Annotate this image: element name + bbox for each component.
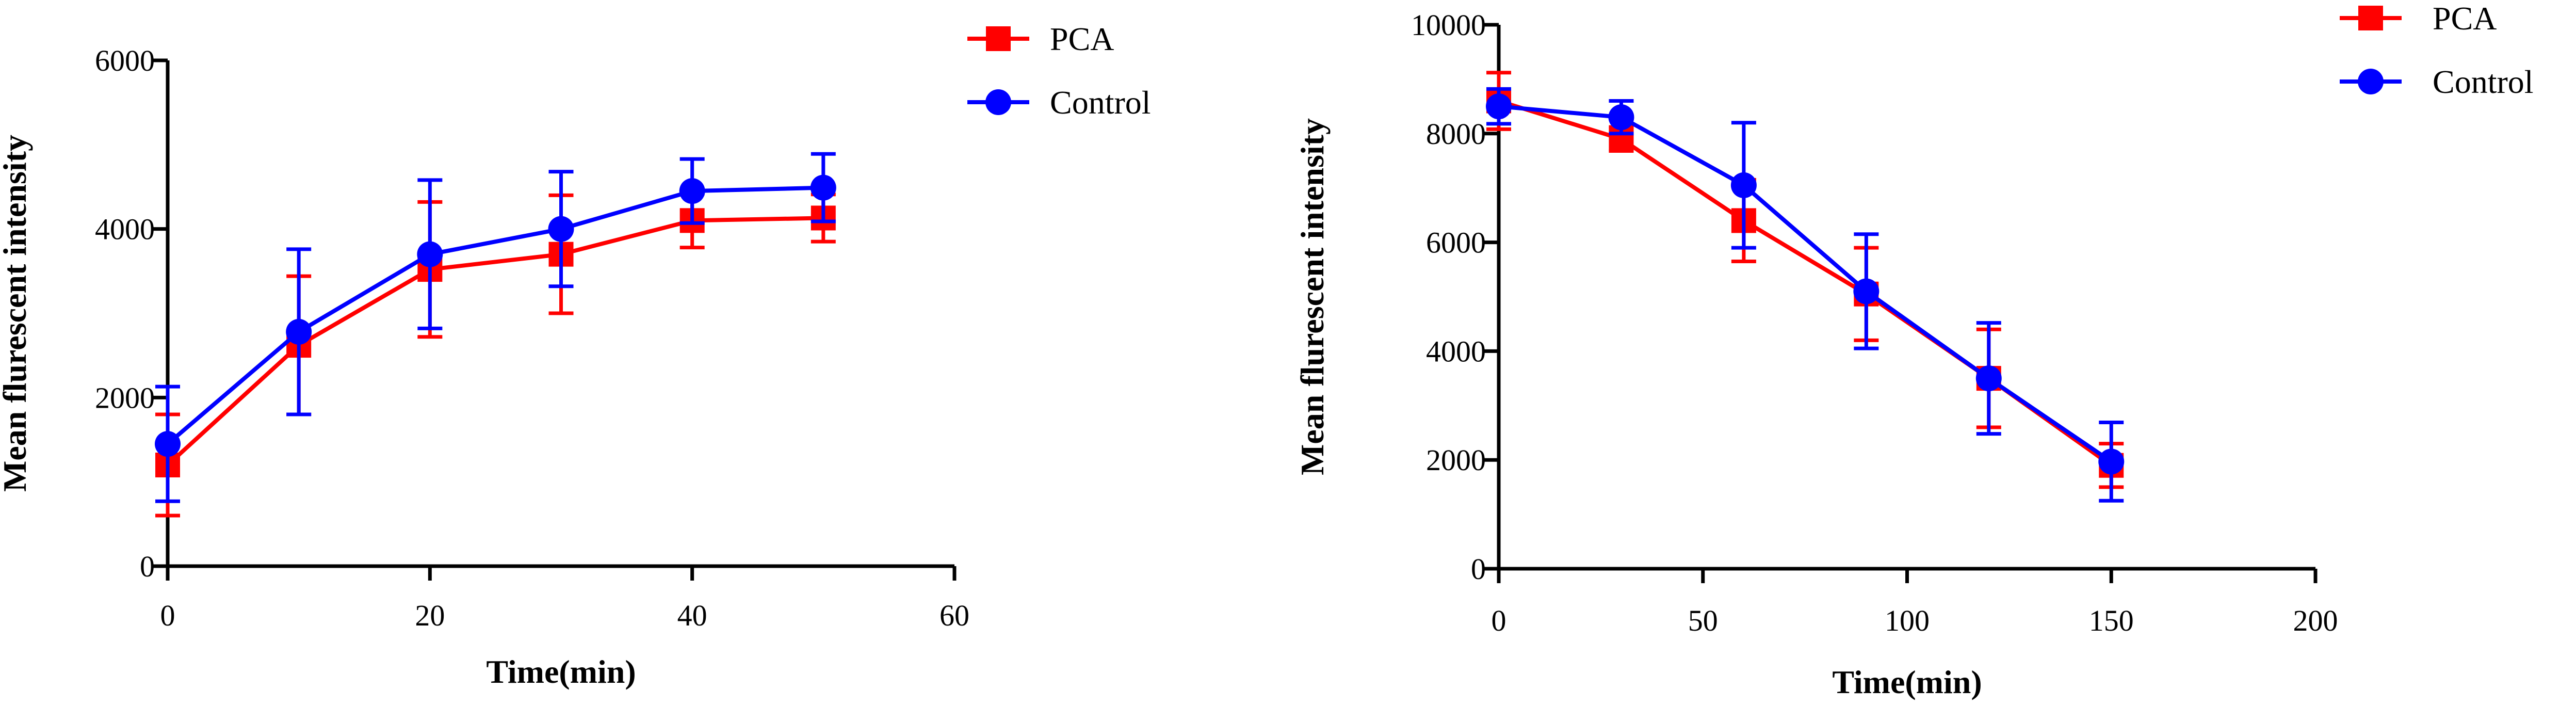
y-tick-label: 2000 — [1426, 443, 1486, 477]
series-line — [166, 216, 823, 467]
x-tick-label: 100 — [1885, 604, 1930, 637]
series-line — [1498, 104, 2113, 463]
legend-label: Control — [1050, 84, 1151, 121]
y-tick-label: 4000 — [1426, 334, 1486, 368]
legend-marker-circle — [2358, 69, 2384, 94]
data-point-circle — [1730, 172, 1757, 198]
y-tick-label: 4000 — [95, 213, 155, 246]
data-point-circle — [155, 431, 181, 457]
legend-item-pca: PCA — [967, 21, 1114, 57]
x-tick-label: 50 — [1688, 604, 1718, 637]
x-axis-label: Time(min) — [1832, 664, 1982, 700]
series-pca — [1486, 71, 2124, 489]
x-tick-label: 0 — [160, 599, 175, 632]
data-point-circle — [548, 216, 574, 242]
x-tick-label: 20 — [415, 599, 445, 632]
x-tick-label: 40 — [677, 599, 707, 632]
data-point-circle — [810, 174, 836, 201]
series-line — [1498, 99, 2113, 468]
data-point-circle — [1975, 365, 2002, 392]
x-tick-label: 60 — [939, 599, 969, 632]
legend-label: PCA — [1050, 21, 1114, 57]
y-axis-label: Mean flurescent intensity — [1294, 118, 1331, 475]
data-point-circle — [286, 318, 312, 345]
y-tick-label: 6000 — [1426, 226, 1486, 260]
y-tick-label: 0 — [140, 550, 155, 583]
legend-marker-square — [986, 26, 1011, 51]
legend-marker-square — [2358, 6, 2383, 30]
legend-label: PCA — [2433, 0, 2497, 37]
legend-item-control: Control — [2340, 63, 2534, 100]
y-axis-label: Mean flurescent intensity — [0, 135, 33, 492]
data-point-circle — [1853, 278, 1880, 304]
chart-1: 0 20 40 60 0 2000 4000 6000 Time(min) Mean flures… — [0, 21, 1151, 690]
chart-2: 0 50 100 150 2000200040006000800010000Time(m… — [1294, 0, 2534, 700]
y-tick-label: 10000 — [1411, 8, 1486, 42]
x-tick-label: 150 — [2089, 604, 2134, 637]
series-line — [166, 185, 823, 446]
y-tick-label: 6000 — [95, 44, 155, 77]
legend-label: Control — [2433, 63, 2534, 100]
legend-item-control: Control — [967, 84, 1151, 121]
series-control — [1486, 87, 2125, 503]
y-tick-label: 0 — [1471, 552, 1486, 586]
data-point-circle — [1608, 104, 1634, 131]
data-point-circle — [417, 241, 443, 267]
x-tick-label: 0 — [1492, 604, 1506, 637]
data-point-circle — [1486, 93, 1512, 120]
series-control — [155, 152, 836, 503]
data-point-circle — [2098, 448, 2125, 475]
data-point-circle — [679, 178, 705, 204]
x-axis-label: Time(min) — [486, 653, 636, 690]
x-tick-label: 200 — [2293, 604, 2338, 637]
legend-marker-circle — [985, 89, 1011, 115]
y-tick-label: 8000 — [1426, 117, 1486, 151]
y-tick-label: 2000 — [95, 381, 155, 414]
legend-item-pca: PCA — [2340, 0, 2497, 37]
